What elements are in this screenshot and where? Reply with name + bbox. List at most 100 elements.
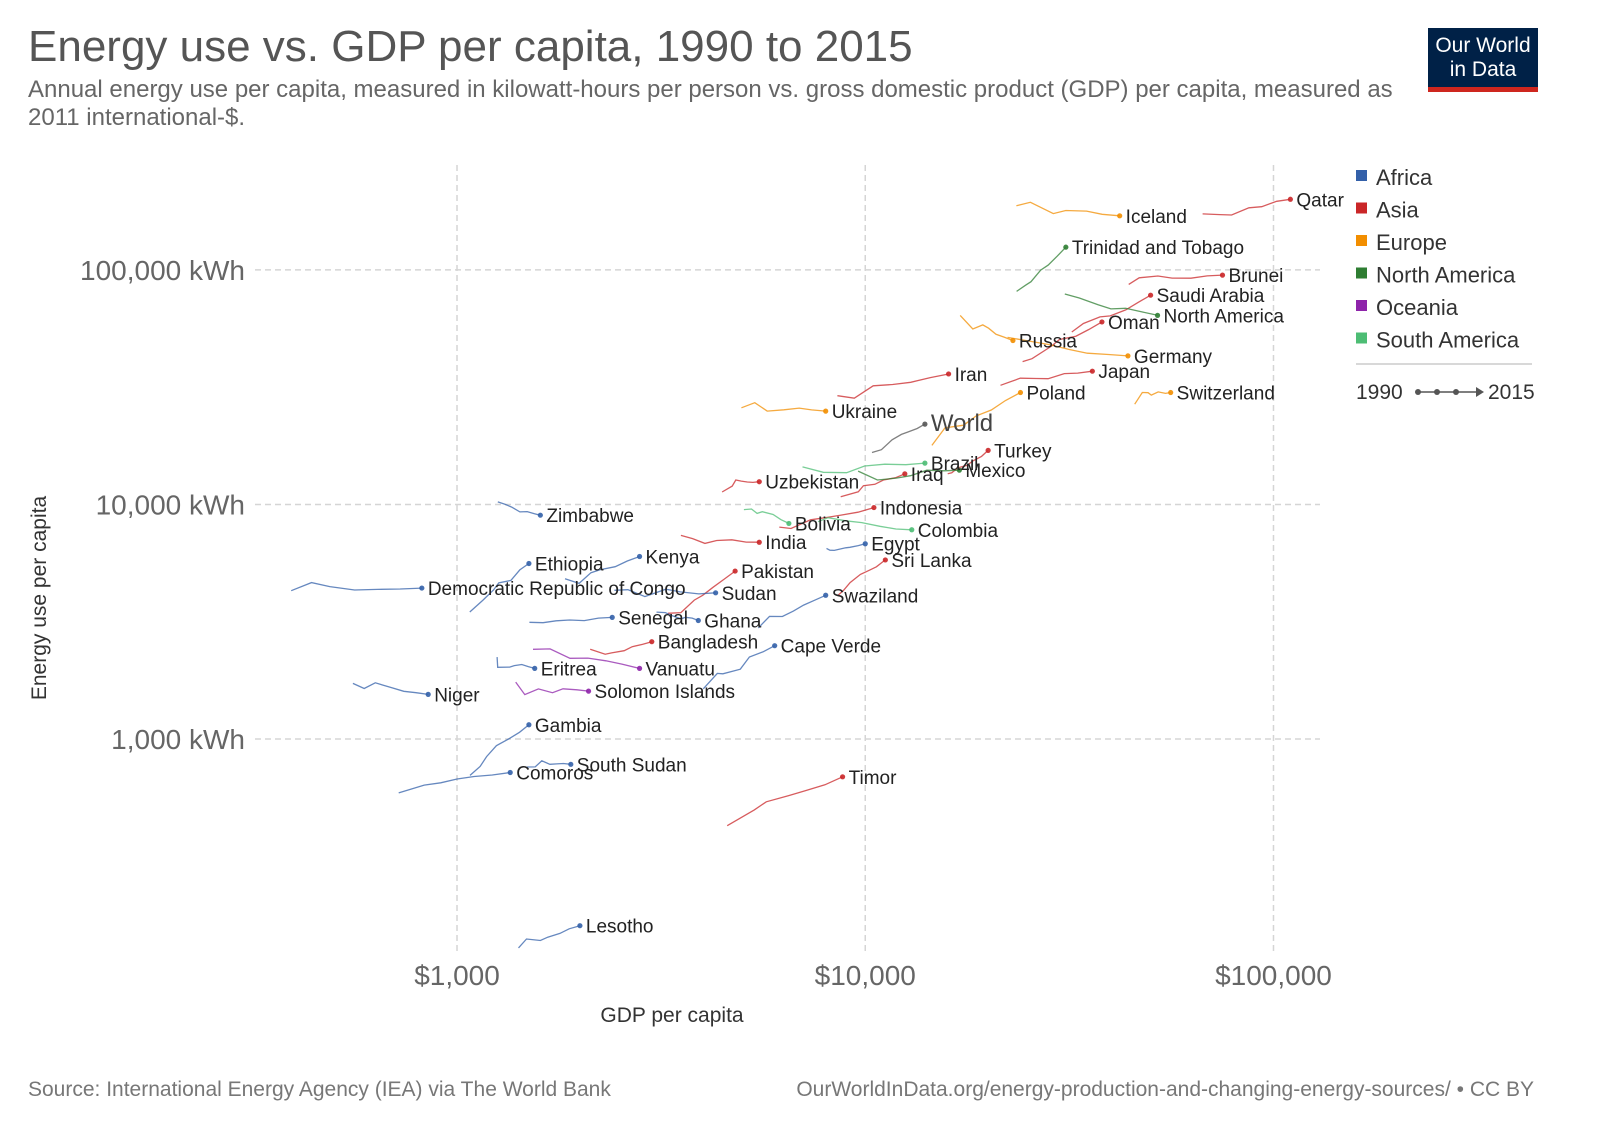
- trajectory-brazil: [802, 462, 925, 474]
- time-legend-start: 1990: [1356, 381, 1403, 404]
- trajectory-trinidad-and-tobago: [1016, 246, 1067, 292]
- time-legend-arrow: [1476, 387, 1484, 397]
- point-eritrea: [532, 665, 538, 672]
- label-sudan: Sudan: [722, 584, 777, 605]
- point-saudi-arabia: [1147, 292, 1154, 298]
- label-saudi-arabia: Saudi Arabia: [1157, 286, 1265, 307]
- point-north-america: [1154, 312, 1161, 318]
- trajectory-brunei: [1128, 274, 1223, 285]
- trajectory-vanuatu: [532, 648, 640, 670]
- label-north-america: North America: [1164, 306, 1285, 327]
- chart-title: Energy use vs. GDP per capita, 1990 to 2…: [28, 22, 913, 71]
- x-tick-label: $100,000: [1215, 960, 1332, 991]
- label-comoros: Comoros: [516, 763, 593, 784]
- legend-swatch-africa: [1356, 170, 1367, 181]
- point-gambia: [526, 722, 532, 728]
- label-turkey: Turkey: [994, 441, 1052, 462]
- label-sri-lanka: Sri Lanka: [891, 551, 972, 572]
- point-democratic-republic-of-congo: [419, 585, 425, 591]
- legend-label-north-america: North America: [1376, 263, 1516, 288]
- legend-label-europe: Europe: [1376, 230, 1447, 255]
- time-legend-dot: [1453, 389, 1459, 395]
- point-swaziland: [823, 592, 829, 598]
- label-zimbabwe: Zimbabwe: [546, 506, 634, 527]
- label-japan: Japan: [1098, 362, 1150, 383]
- point-south-sudan: [568, 761, 574, 767]
- label-vanuatu: Vanuatu: [646, 659, 715, 680]
- point-colombia: [909, 527, 915, 533]
- point-sri-lanka: [882, 557, 888, 563]
- trajectory-turkey: [947, 449, 989, 475]
- trajectory-bangladesh: [589, 641, 652, 655]
- point-lesotho: [577, 923, 583, 929]
- label-eritrea: Eritrea: [541, 659, 597, 680]
- label-russia: Russia: [1019, 331, 1078, 352]
- point-egypt: [862, 541, 868, 547]
- trajectory-south-sudan: [526, 760, 571, 768]
- time-legend-end: 2015: [1488, 381, 1535, 404]
- label-brazil: Brazil: [931, 454, 979, 475]
- label-iceland: Iceland: [1126, 207, 1187, 228]
- label-indonesia: Indonesia: [880, 499, 963, 520]
- point-russia: [1010, 337, 1016, 344]
- trajectory-solomon-islands: [515, 681, 589, 696]
- owid-logo[interactable]: Our World in Data: [1428, 28, 1538, 92]
- y-tick-label: 10,000 kWh: [96, 489, 245, 520]
- point-iran: [945, 371, 952, 377]
- label-poland: Poland: [1026, 384, 1085, 405]
- trajectory-world: [871, 423, 926, 454]
- label-cape-verde: Cape Verde: [781, 637, 881, 658]
- label-world: World: [931, 410, 993, 437]
- label-iraq: Iraq: [911, 465, 944, 486]
- legend-label-south-america: South America: [1376, 328, 1520, 353]
- point-timor: [839, 774, 846, 780]
- source-link[interactable]: OurWorldInData.org/energy-production-and…: [796, 1078, 1534, 1101]
- label-solomon-islands: Solomon Islands: [595, 682, 735, 703]
- point-germany: [1125, 353, 1131, 359]
- label-bangladesh: Bangladesh: [658, 633, 758, 654]
- legend-swatch-europe: [1356, 235, 1367, 246]
- point-bolivia: [786, 520, 792, 527]
- label-colombia: Colombia: [918, 521, 999, 542]
- legend-label-asia: Asia: [1376, 198, 1420, 223]
- trajectory-sudan: [614, 588, 716, 598]
- trajectory-kenya: [564, 555, 640, 585]
- point-trinidad-and-tobago: [1063, 244, 1069, 250]
- trajectory-swaziland: [757, 594, 826, 629]
- trajectory-ukraine: [741, 401, 826, 412]
- y-tick-label: 1,000 kWh: [111, 724, 245, 755]
- legend-swatch-south-america: [1356, 332, 1367, 344]
- trajectory-comoros: [398, 771, 511, 794]
- trajectory-senegal: [529, 616, 613, 624]
- trajectory-gambia: [469, 724, 530, 776]
- point-comoros: [507, 769, 513, 776]
- trajectory-zimbabwe: [497, 501, 541, 516]
- trajectory-colombia: [817, 517, 912, 531]
- x-tick-label: $10,000: [815, 960, 916, 991]
- trajectory-mexico: [857, 469, 960, 481]
- trajectory-poland: [931, 391, 1021, 446]
- trajectory-russia: [959, 314, 1014, 342]
- point-world: [922, 421, 928, 427]
- trajectory-democratic-republic-of-congo: [290, 581, 422, 592]
- label-south-sudan: South Sudan: [577, 755, 687, 776]
- logo-line-2: in Data: [1449, 58, 1517, 81]
- point-brunei: [1219, 272, 1226, 278]
- chart-subtitle: Annual energy use per capita, measured i…: [28, 76, 1393, 131]
- point-iraq: [902, 471, 908, 477]
- label-switzerland: Switzerland: [1177, 384, 1275, 405]
- trajectory-niger: [352, 682, 429, 696]
- point-vanuatu: [636, 665, 643, 672]
- trajectory-saudi-arabia: [1071, 294, 1151, 333]
- label-lesotho: Lesotho: [586, 917, 654, 938]
- label-gambia: Gambia: [535, 716, 602, 737]
- point-senegal: [609, 614, 615, 620]
- label-trinidad-and-tobago: Trinidad and Tobago: [1072, 238, 1244, 259]
- point-poland: [1017, 389, 1024, 396]
- trajectory-qatar: [1202, 198, 1291, 216]
- label-ethiopia: Ethiopia: [535, 555, 604, 576]
- point-indonesia: [871, 504, 877, 511]
- trajectory-uzbekistan: [721, 479, 760, 493]
- trajectory-japan: [1000, 370, 1093, 386]
